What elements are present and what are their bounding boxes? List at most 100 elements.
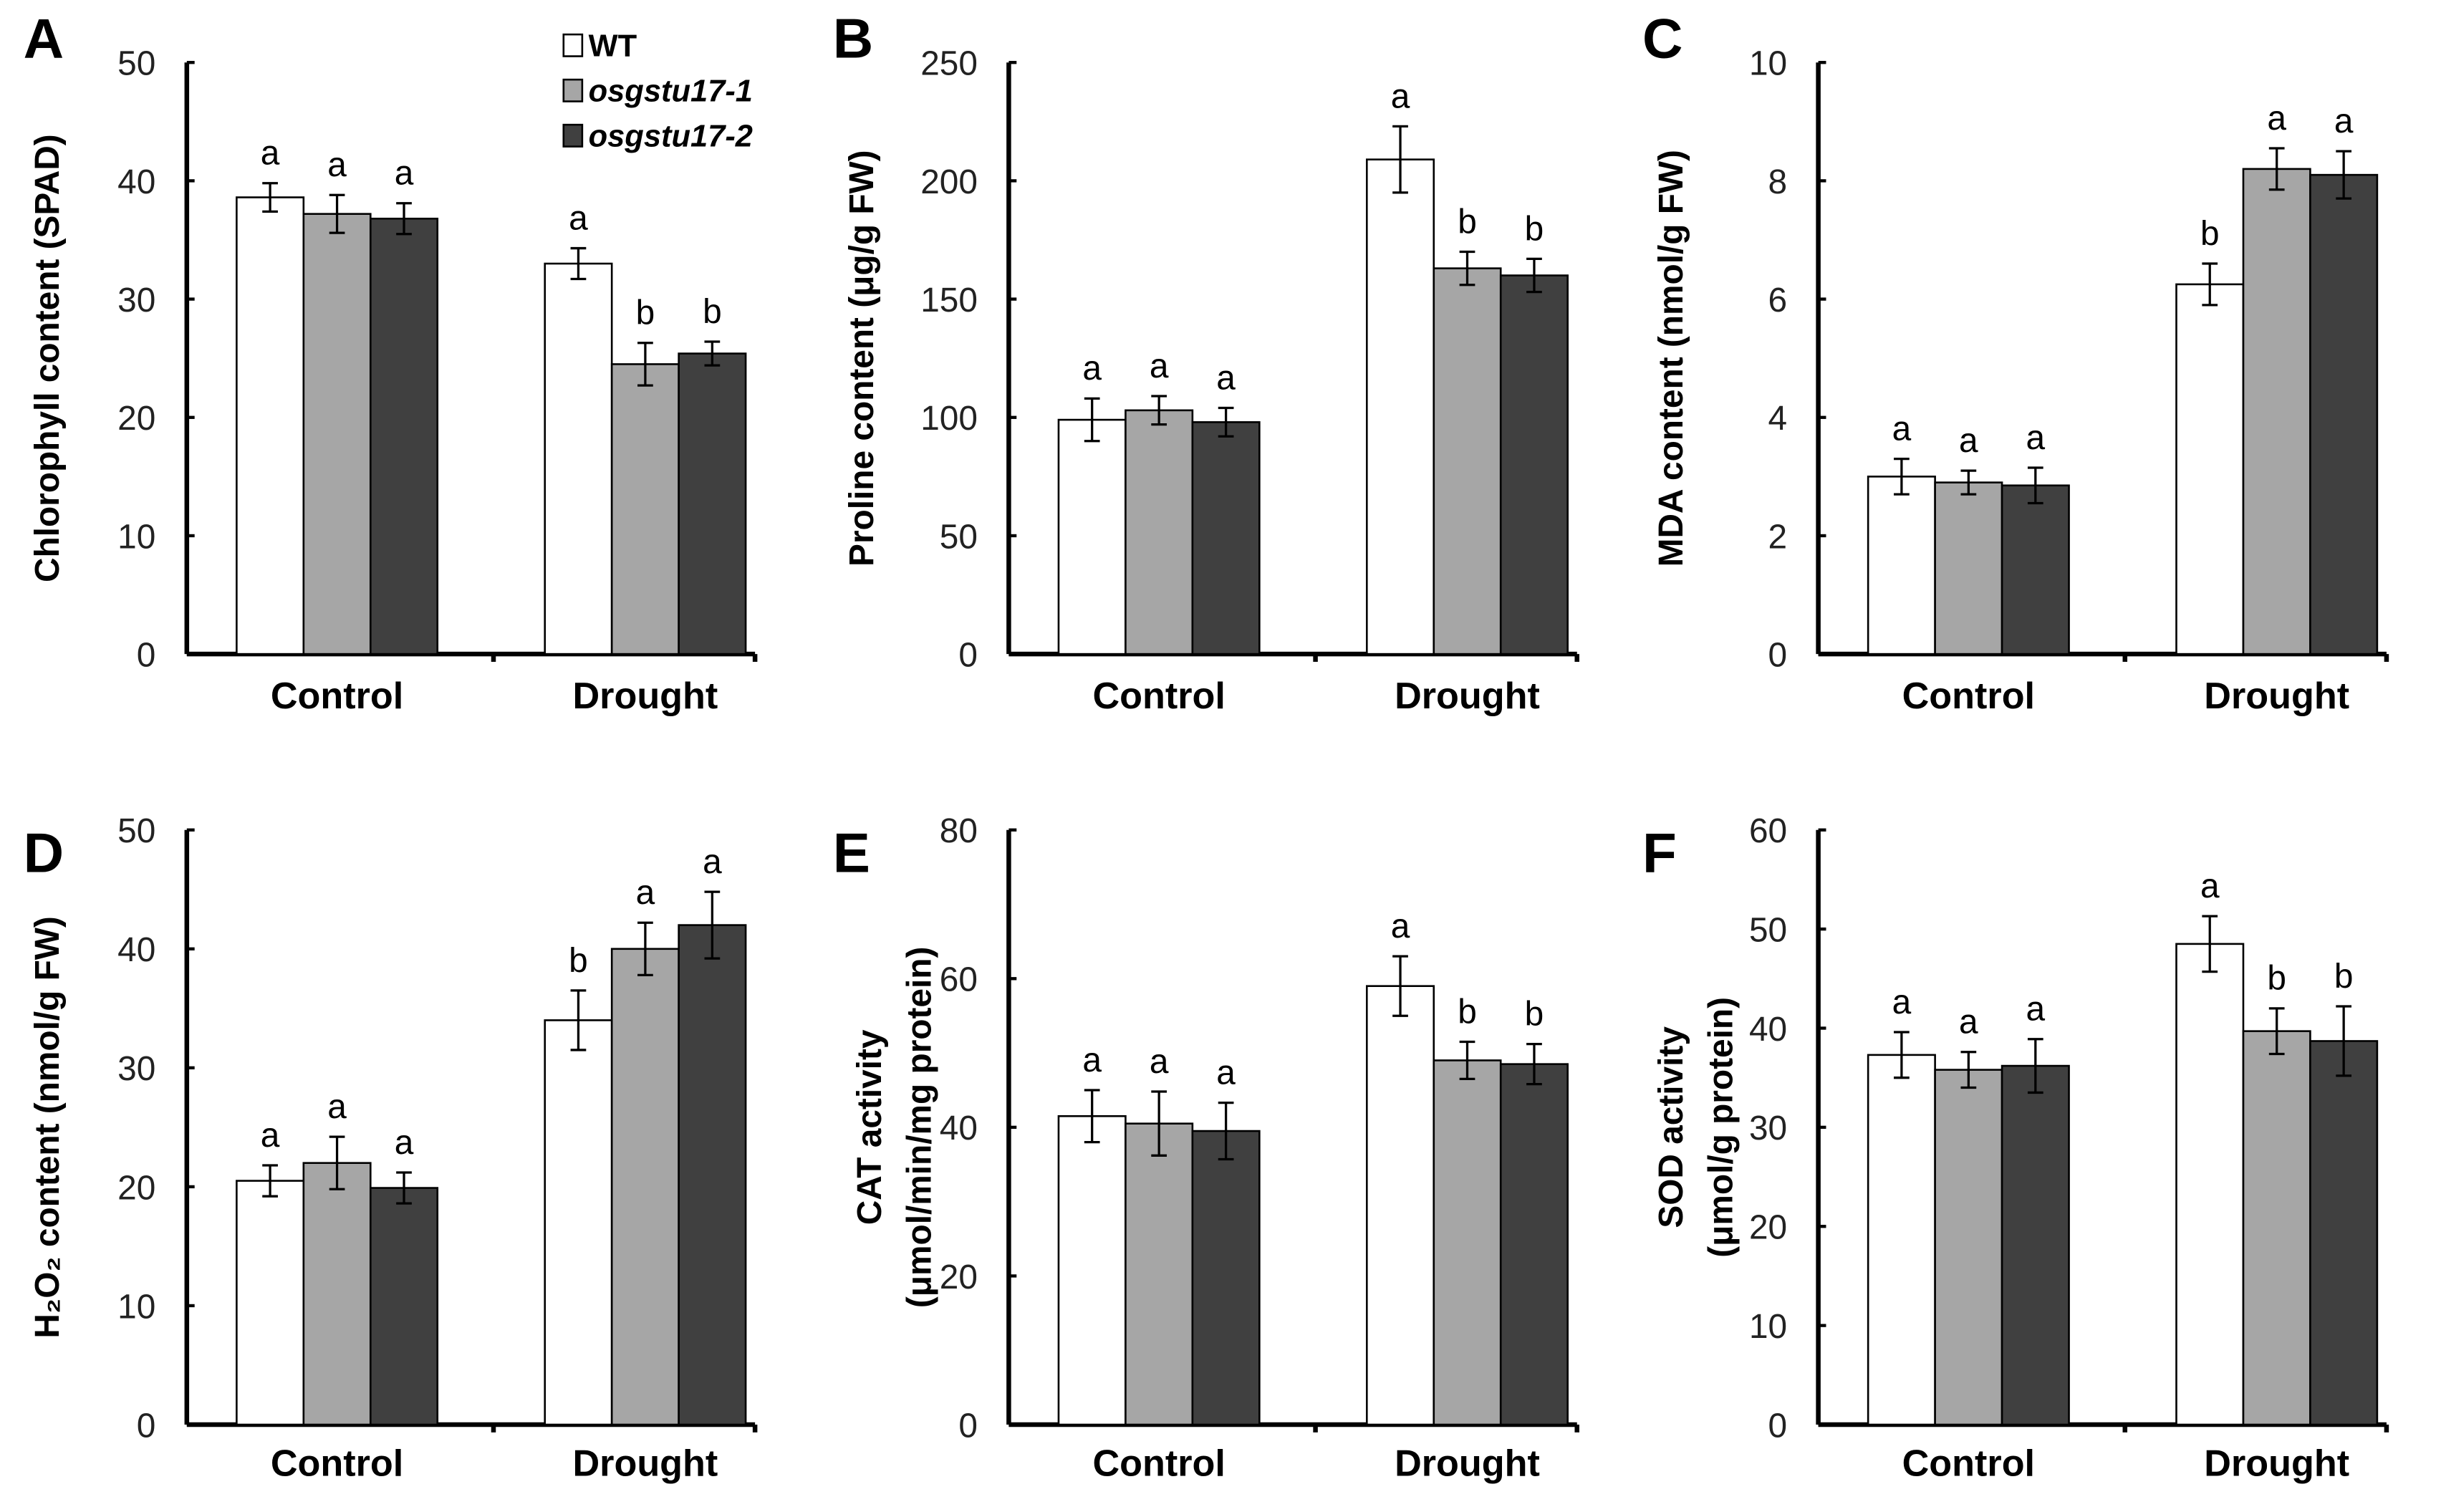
y-tick-label: 0 <box>1768 637 1788 675</box>
significance-letter: a <box>395 155 414 193</box>
bar-osgstu17-1-Drought <box>2242 168 2311 655</box>
y-tick-label: 10 <box>117 1288 155 1326</box>
significance-letter: a <box>2200 867 2220 905</box>
bar-osgstu17-2-Drought <box>678 352 747 655</box>
significance-letter: a <box>1892 410 1912 448</box>
significance-letter: a <box>2267 100 2286 138</box>
bar-osgstu17-1-Control <box>302 213 372 655</box>
significance-letter: a <box>261 1117 280 1155</box>
y-tick-label: 60 <box>940 961 978 999</box>
significance-letter: a <box>1959 422 1978 460</box>
y-tick-label: 0 <box>1768 1407 1788 1445</box>
significance-letter: a <box>1150 347 1169 385</box>
bar-WT-Drought <box>2175 283 2245 655</box>
x-category-label: Control <box>271 1443 403 1485</box>
y-tick-label: 40 <box>117 163 155 201</box>
legend: WT osgstu17-1 osgstu17-2 <box>562 29 753 154</box>
panel-E: E CAT activity (μmol/min/mg protein) 0 20 40 6… <box>833 812 1579 1485</box>
bar-osgstu17-1-Drought <box>610 948 680 1426</box>
significance-letter: a <box>1959 1003 1978 1041</box>
bar-osgstu17-2-Drought <box>1499 274 1569 655</box>
y-tick-label: 40 <box>1749 1011 1787 1049</box>
bar-osgstu17-2-Drought <box>2309 173 2379 655</box>
x-category-label: Control <box>1902 1443 2035 1485</box>
y-tick-label: 0 <box>958 1407 978 1445</box>
significance-letter: a <box>1082 350 1102 387</box>
x-category-label: Drought <box>2204 1443 2349 1485</box>
significance-letter: b <box>2267 960 2286 998</box>
bar-WT-Drought <box>1366 985 1435 1426</box>
bar-osgstu17-2-Control <box>369 1187 439 1426</box>
significance-letter: a <box>2026 419 2046 457</box>
y-tick-label: 6 <box>1768 281 1788 319</box>
bar-osgstu17-2-Drought <box>2309 1040 2379 1426</box>
bar-osgstu17-2-Control <box>1191 421 1261 655</box>
y-tick-label: 80 <box>940 812 978 850</box>
bar-osgstu17-1-Control <box>1125 409 1194 655</box>
significance-letter: a <box>1082 1041 1102 1079</box>
bar-WT-Control <box>1867 1054 1936 1426</box>
significance-letter: a <box>1391 77 1410 115</box>
y-tick-label: 2 <box>1768 518 1788 556</box>
y-axis-label: Proline content (μg/g FW) <box>843 150 881 567</box>
panel-letter: D <box>24 821 64 884</box>
x-category-label: Drought <box>1395 1443 1540 1485</box>
significance-letter: a <box>327 146 347 184</box>
significance-letter: b <box>703 293 722 331</box>
bar-WT-Drought <box>544 262 613 655</box>
bar-WT-Drought <box>2175 943 2245 1426</box>
y-tick-label: 30 <box>117 281 155 319</box>
y-tick-label: 10 <box>1749 1308 1787 1346</box>
panel-A: A Chlorophyll content (SPAD) 0 10 20 30 40 50 Co… <box>24 7 758 717</box>
panel-F: F SOD activity (μmol/g protein) 0 10 20 30 40 50… <box>1642 812 2389 1485</box>
x-category-label: Drought <box>2204 675 2349 717</box>
panel-letter: E <box>833 821 870 884</box>
y-axis-label: SOD activity <box>1652 1026 1690 1228</box>
bar-osgstu17-2-Control <box>1191 1130 1261 1426</box>
bar-osgstu17-2-Drought <box>678 924 747 1426</box>
x-category-label: Drought <box>573 675 718 717</box>
significance-letter: a <box>1216 359 1236 397</box>
y-axis-label: CAT activity <box>851 1029 889 1225</box>
y-tick-label: 200 <box>920 163 978 201</box>
x-category-label: Drought <box>1395 675 1540 717</box>
y-tick-label: 0 <box>137 1407 156 1445</box>
significance-letter: a <box>2334 102 2354 140</box>
significance-letter: b <box>1525 210 1544 248</box>
x-category-label: Control <box>1902 675 2035 717</box>
significance-letter: a <box>1216 1054 1236 1092</box>
significance-letter: a <box>1150 1043 1169 1081</box>
bar-osgstu17-1-Control <box>1934 1069 2003 1426</box>
legend-swatch <box>562 78 584 102</box>
bar-osgstu17-2-Control <box>2001 484 2070 655</box>
y-tick-label: 10 <box>117 518 155 556</box>
y-tick-label: 30 <box>1749 1109 1787 1147</box>
significance-letter: b <box>2334 958 2354 996</box>
significance-letter: b <box>1458 993 1477 1031</box>
y-axis-label: H₂O₂ content (nmol/g FW) <box>29 916 67 1338</box>
bar-osgstu17-2-Control <box>369 217 439 655</box>
x-category-label: Control <box>1092 1443 1225 1485</box>
bar-osgstu17-2-Control <box>2001 1064 2070 1426</box>
y-tick-label: 100 <box>920 400 978 438</box>
panel-letter: A <box>24 7 64 70</box>
legend-swatch <box>562 123 584 148</box>
y-tick-label: 4 <box>1768 400 1788 438</box>
x-category-label: Control <box>271 675 403 717</box>
significance-letter: a <box>395 1124 414 1162</box>
bar-WT-Control <box>236 1180 305 1426</box>
y-tick-label: 0 <box>958 637 978 675</box>
y-tick-label: 250 <box>920 45 978 83</box>
bar-WT-Drought <box>544 1019 613 1426</box>
significance-letter: a <box>261 135 280 173</box>
y-axis-label: MDA content (nmol/g FW) <box>1652 150 1690 567</box>
bar-osgstu17-1-Drought <box>2242 1030 2311 1426</box>
bar-osgstu17-1-Drought <box>610 363 680 655</box>
bar-WT-Control <box>1867 476 1936 655</box>
bar-osgstu17-2-Drought <box>1499 1063 1569 1426</box>
y-tick-label: 30 <box>117 1050 155 1088</box>
x-category-label: Control <box>1092 675 1225 717</box>
y-tick-label: 50 <box>1749 912 1787 950</box>
significance-letter: a <box>2026 991 2046 1029</box>
y-tick-label: 20 <box>1749 1209 1787 1247</box>
